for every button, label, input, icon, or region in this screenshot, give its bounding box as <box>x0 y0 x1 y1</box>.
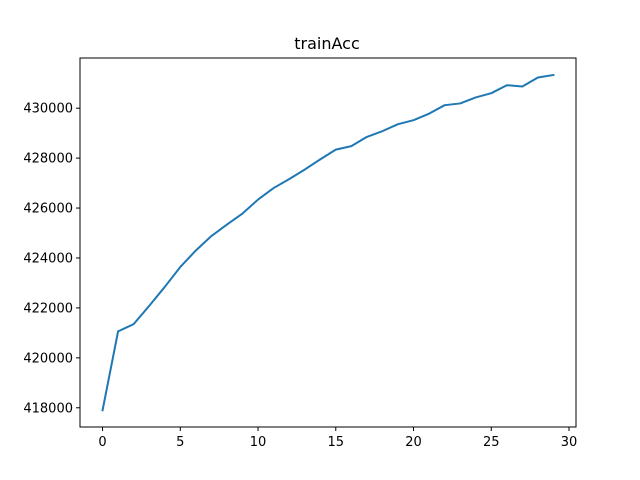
x-tick-label: 0 <box>98 435 106 450</box>
x-tick-label: 20 <box>405 435 422 450</box>
y-tick-label: 430000 <box>23 102 73 117</box>
x-axis: 0 5 10 15 20 25 30 <box>98 427 577 450</box>
axes-frame <box>79 57 577 428</box>
y-tick-label: 424000 <box>23 251 73 266</box>
plot-area <box>101 73 555 412</box>
x-tick-label: 25 <box>483 435 500 450</box>
y-tick-label: 428000 <box>23 152 73 167</box>
x-tick-label: 30 <box>561 435 578 450</box>
chart-title: trainAcc <box>294 34 360 53</box>
y-tick-label: 418000 <box>23 401 73 416</box>
y-tick-label: 422000 <box>23 301 73 316</box>
series-line-0 <box>101 73 555 412</box>
y-tick-label: 420000 <box>23 351 73 366</box>
x-tick-label: 10 <box>250 435 267 450</box>
x-tick-label: 5 <box>176 435 184 450</box>
x-tick-label: 15 <box>328 435 345 450</box>
y-tick-label: 426000 <box>23 202 73 217</box>
y-axis: 418000 420000 422000 424000 426000 428000 4300… <box>23 102 80 416</box>
